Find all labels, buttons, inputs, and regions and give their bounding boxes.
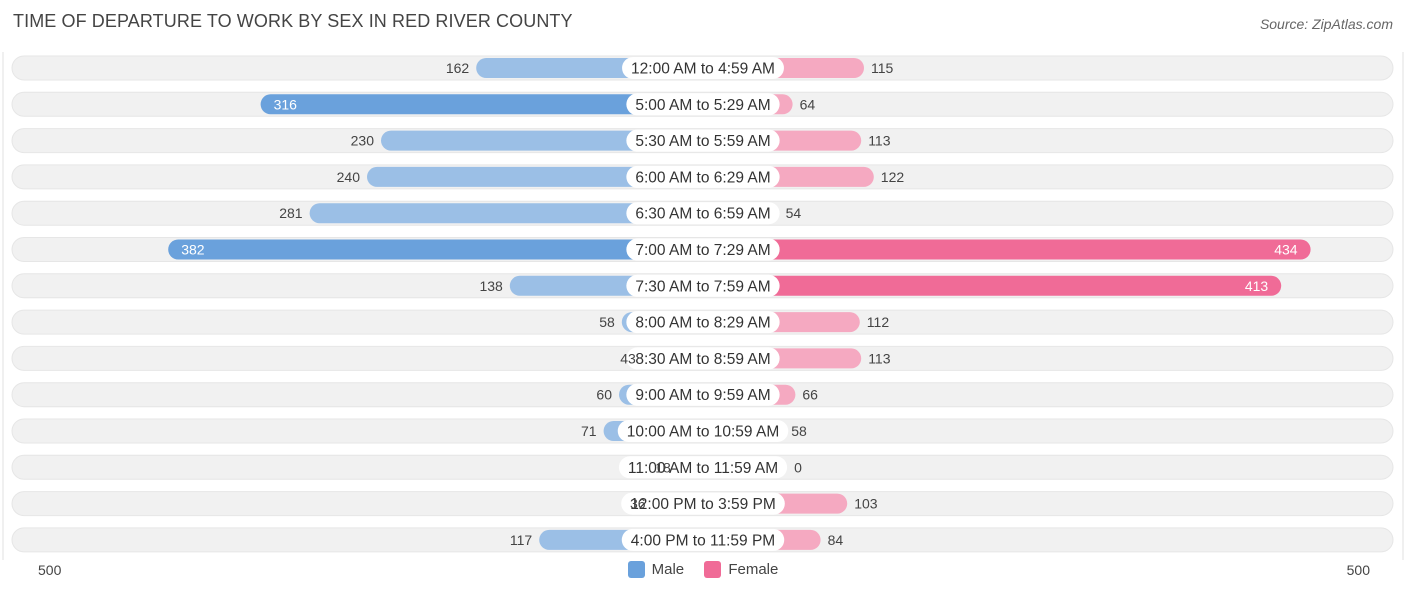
chart-row: 8:00 AM to 8:29 AM 58 112 bbox=[11, 309, 1394, 335]
bar-female bbox=[703, 239, 1311, 260]
value-label-male: 138 bbox=[479, 278, 503, 294]
value-label-female: 122 bbox=[881, 169, 905, 185]
value-label-male: 71 bbox=[581, 423, 597, 439]
value-label-female: 113 bbox=[868, 133, 891, 149]
chart-row: 9:00 AM to 9:59 AM 60 66 bbox=[11, 382, 1394, 408]
category-label: 6:00 AM to 6:29 AM bbox=[635, 169, 770, 186]
value-label-female: 84 bbox=[828, 532, 844, 548]
category-label-bg bbox=[626, 383, 780, 406]
value-label-female: 434 bbox=[1274, 242, 1298, 258]
category-label-bg bbox=[622, 57, 784, 79]
legend-label-female: Female bbox=[728, 561, 779, 578]
bar-male bbox=[309, 203, 703, 224]
category-label: 9:00 AM to 9:59 AM bbox=[635, 387, 770, 404]
chart-row: 7:30 AM to 7:59 AM 138 413 bbox=[11, 273, 1394, 299]
chart-row: 7:00 AM to 7:29 AM 382 434 bbox=[11, 237, 1394, 262]
category-label-bg bbox=[626, 93, 780, 116]
value-label-male: 230 bbox=[351, 133, 375, 149]
category-label-bg bbox=[626, 311, 780, 334]
bar-female bbox=[703, 275, 1282, 296]
category-label: 7:00 AM to 7:29 AM bbox=[635, 242, 770, 259]
value-label-male: 43 bbox=[620, 350, 636, 366]
category-label-bg bbox=[626, 129, 780, 152]
bar-male bbox=[367, 166, 703, 187]
category-label-bg bbox=[621, 492, 785, 515]
value-label-male: 60 bbox=[596, 387, 612, 403]
legend: Male Female bbox=[0, 561, 1406, 582]
legend-swatch-female bbox=[704, 561, 722, 578]
value-label-male: 58 bbox=[599, 314, 615, 330]
value-label-male: 162 bbox=[446, 60, 470, 76]
value-label-female: 103 bbox=[854, 496, 878, 512]
category-label-bg bbox=[626, 238, 780, 261]
value-label-female: 115 bbox=[871, 60, 894, 76]
chart-row: 5:00 AM to 5:29 AM 316 64 bbox=[11, 91, 1394, 117]
category-label-bg bbox=[626, 165, 780, 188]
value-label-female: 0 bbox=[794, 459, 802, 475]
bar-male bbox=[260, 94, 703, 115]
chart-title: TIME OF DEPARTURE TO WORK BY SEX IN RED … bbox=[13, 11, 573, 31]
chart-row: 6:30 AM to 6:59 AM 281 54 bbox=[11, 200, 1394, 226]
value-label-male: 281 bbox=[279, 205, 303, 221]
category-label: 5:00 AM to 5:29 AM bbox=[635, 97, 770, 114]
category-label: 4:00 PM to 11:59 PM bbox=[631, 532, 775, 549]
category-label: 5:30 AM to 5:59 AM bbox=[635, 133, 770, 150]
legend-label-male: Male bbox=[651, 561, 685, 578]
chart-row: 4:00 PM to 11:59 PM 117 84 bbox=[11, 527, 1394, 553]
value-label-female: 66 bbox=[802, 387, 818, 403]
value-label-male: 316 bbox=[274, 96, 298, 112]
bar-male bbox=[168, 239, 703, 260]
bar-male bbox=[381, 130, 703, 151]
legend-swatch-male bbox=[627, 561, 645, 578]
category-label-bg bbox=[626, 202, 780, 225]
category-label-bg bbox=[621, 528, 785, 551]
chart-canvas: 12:00 AM to 4:59 AM 162 115 5:00 AM to 5:29… bbox=[2, 52, 1404, 560]
legend-item-male: Male bbox=[627, 561, 685, 578]
value-label-female: 64 bbox=[800, 96, 816, 112]
chart-row: 6:00 AM to 6:29 AM 240 122 bbox=[11, 164, 1394, 190]
category-label: 7:30 AM to 7:59 AM bbox=[635, 278, 770, 295]
chart-row: 12:00 AM to 4:59 AM 162 115 bbox=[11, 55, 1394, 81]
chart-row: 10:00 AM to 10:59 AM 71 58 bbox=[11, 418, 1394, 444]
value-label-female: 113 bbox=[868, 350, 891, 366]
value-label-male: 117 bbox=[510, 532, 533, 548]
category-label: 12:00 PM to 3:59 PM bbox=[630, 496, 776, 513]
category-label-bg bbox=[618, 456, 788, 479]
value-label-male: 382 bbox=[181, 242, 205, 258]
value-label-female: 58 bbox=[791, 423, 807, 439]
axis-left-label: 500 bbox=[38, 562, 62, 578]
category-label-bg bbox=[617, 420, 789, 442]
category-label: 10:00 AM to 10:59 AM bbox=[627, 424, 780, 441]
category-label: 12:00 AM to 4:59 AM bbox=[631, 61, 775, 78]
axis-right-label: 500 bbox=[1346, 562, 1370, 578]
source-note: Source: ZipAtlas.com bbox=[1259, 16, 1393, 32]
category-label: 8:00 AM to 8:29 AM bbox=[635, 315, 770, 332]
category-label: 11:00 AM to 11:59 AM bbox=[628, 460, 778, 477]
value-label-female: 54 bbox=[786, 205, 802, 221]
category-label: 6:30 AM to 6:59 AM bbox=[635, 206, 770, 223]
value-label-male: 36 bbox=[630, 496, 646, 512]
value-label-male: 240 bbox=[337, 169, 361, 185]
chart-row: 5:30 AM to 5:59 AM 230 113 bbox=[11, 128, 1394, 154]
category-label-bg bbox=[626, 274, 780, 297]
category-label-bg bbox=[626, 347, 780, 370]
value-label-male: 18 bbox=[655, 459, 671, 475]
category-label: 8:30 AM to 8:59 AM bbox=[635, 351, 770, 368]
value-label-female: 112 bbox=[867, 314, 890, 330]
legend-item-female: Female bbox=[704, 561, 778, 578]
value-label-female: 413 bbox=[1245, 278, 1269, 294]
